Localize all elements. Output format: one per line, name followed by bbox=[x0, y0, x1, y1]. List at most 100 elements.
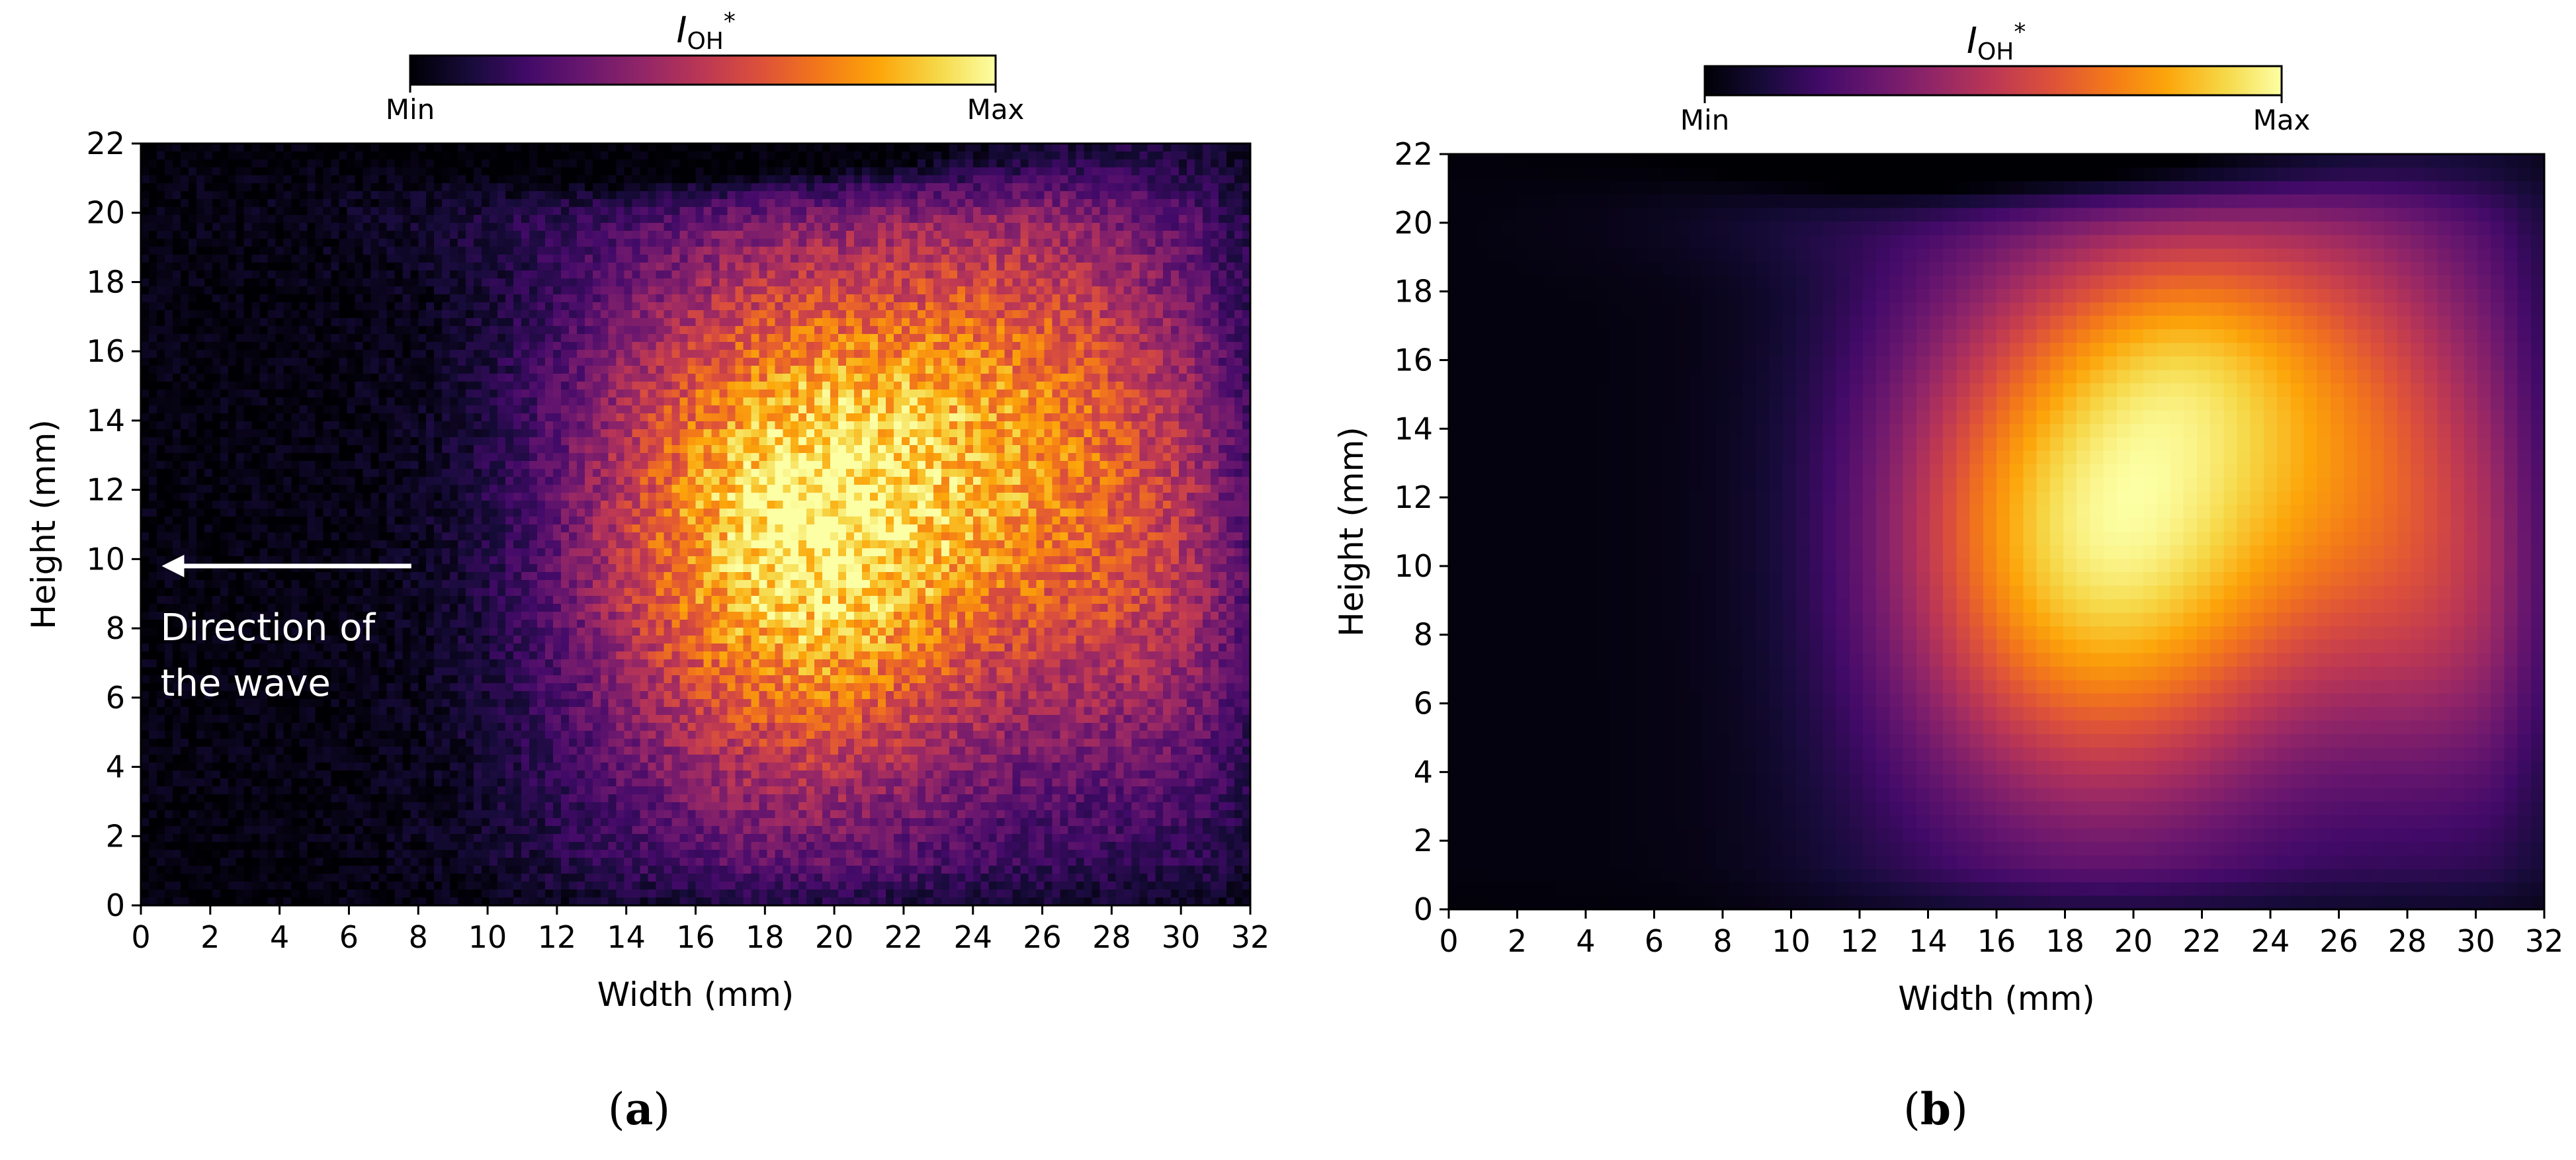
heatmap-cell bbox=[363, 175, 371, 184]
heatmap-cell bbox=[616, 302, 625, 311]
heatmap-cell bbox=[1139, 278, 1148, 287]
heatmap-cell bbox=[243, 421, 253, 430]
heatmap-cell bbox=[243, 342, 253, 351]
heatmap-cell bbox=[394, 413, 403, 422]
heatmap-cell bbox=[949, 413, 958, 422]
heatmap-cell bbox=[251, 310, 261, 319]
heatmap-cell bbox=[901, 286, 910, 295]
heatmap-cell bbox=[679, 151, 689, 160]
heatmap-cell bbox=[299, 231, 308, 239]
heatmap-cell bbox=[1203, 151, 1211, 160]
heatmap-cell bbox=[521, 366, 530, 374]
heatmap-cell bbox=[1219, 294, 1227, 303]
heatmap-cell bbox=[830, 421, 839, 430]
heatmap-cell bbox=[703, 231, 712, 239]
heatmap-cell bbox=[1004, 270, 1013, 279]
heatmap-cell bbox=[846, 231, 855, 239]
heatmap-cell bbox=[386, 215, 395, 224]
heatmap-cell bbox=[212, 342, 221, 351]
heatmap-cell bbox=[466, 199, 474, 208]
heatmap-cell bbox=[798, 310, 807, 319]
heatmap-cell bbox=[204, 326, 213, 335]
heatmap-cell bbox=[1092, 175, 1101, 184]
heatmap-cell bbox=[267, 310, 277, 319]
heatmap-cell bbox=[513, 302, 522, 311]
heatmap-cell bbox=[791, 255, 799, 263]
heatmap-cell bbox=[228, 175, 237, 184]
heatmap-cell bbox=[236, 413, 245, 422]
heatmap-cell bbox=[600, 318, 609, 327]
heatmap-cell bbox=[1155, 366, 1164, 374]
heatmap-cell bbox=[434, 405, 443, 414]
heatmap-cell bbox=[806, 159, 815, 168]
heatmap-cell bbox=[1242, 294, 1251, 303]
heatmap-cell bbox=[339, 302, 348, 311]
heatmap-cell bbox=[1203, 302, 1211, 311]
heatmap-cell bbox=[814, 144, 823, 152]
heatmap-cell bbox=[1123, 191, 1132, 200]
heatmap-cell bbox=[1099, 390, 1108, 398]
heatmap-cell bbox=[370, 263, 379, 271]
heatmap-cell bbox=[1092, 207, 1101, 216]
heatmap-cell bbox=[972, 215, 982, 224]
heatmap-cell bbox=[640, 199, 649, 208]
heatmap-cell bbox=[775, 191, 783, 200]
heatmap-cell bbox=[466, 310, 474, 319]
heatmap-cell bbox=[1226, 278, 1235, 287]
heatmap-cell bbox=[901, 231, 910, 239]
heatmap-cell bbox=[933, 175, 942, 184]
heatmap-cell bbox=[1139, 183, 1148, 192]
heatmap-cell bbox=[394, 358, 403, 366]
heatmap-cell bbox=[783, 278, 791, 287]
heatmap-cell bbox=[220, 183, 229, 192]
heatmap-cell bbox=[259, 255, 269, 263]
heatmap-cell bbox=[402, 390, 411, 398]
heatmap-cell bbox=[917, 374, 926, 382]
heatmap-cell bbox=[592, 239, 601, 247]
heatmap-cell bbox=[584, 397, 593, 406]
heatmap-cell bbox=[1147, 326, 1156, 335]
heatmap-cell bbox=[988, 207, 998, 216]
heatmap-cell bbox=[307, 223, 316, 231]
heatmap-cell bbox=[759, 397, 767, 406]
heatmap-cell bbox=[1107, 350, 1116, 358]
heatmap-cell bbox=[394, 191, 403, 200]
heatmap-cell bbox=[1234, 263, 1243, 271]
heatmap-cell bbox=[355, 286, 363, 295]
heatmap-cell bbox=[426, 382, 435, 390]
heatmap-cell bbox=[490, 405, 498, 414]
heatmap-cell bbox=[220, 334, 229, 343]
heatmap-cell bbox=[1179, 215, 1187, 224]
heatmap-cell bbox=[1171, 247, 1180, 255]
heatmap-cell bbox=[220, 167, 229, 176]
heatmap-cell bbox=[695, 397, 705, 406]
heatmap-cell bbox=[394, 294, 403, 303]
heatmap-cell bbox=[1163, 358, 1172, 366]
heatmap-cell bbox=[679, 421, 689, 430]
heatmap-cell bbox=[648, 263, 657, 271]
heatmap-cell bbox=[236, 151, 245, 160]
heatmap-cell bbox=[1219, 175, 1227, 184]
heatmap-cell bbox=[1219, 350, 1227, 358]
heatmap-cell bbox=[624, 390, 633, 398]
heatmap-cell bbox=[1219, 215, 1227, 224]
heatmap-cell bbox=[450, 239, 458, 247]
heatmap-cell bbox=[592, 390, 601, 398]
heatmap-cell bbox=[767, 223, 775, 231]
heatmap-cell bbox=[1211, 199, 1219, 208]
heatmap-cell bbox=[259, 247, 269, 255]
heatmap-cell bbox=[505, 374, 514, 382]
heatmap-cell bbox=[236, 199, 245, 208]
heatmap-cell bbox=[576, 374, 585, 382]
heatmap-cell bbox=[283, 318, 292, 327]
heatmap-cell bbox=[148, 382, 157, 390]
heatmap-cell bbox=[1187, 302, 1195, 311]
heatmap-cell bbox=[743, 207, 751, 216]
heatmap-cell bbox=[347, 151, 356, 160]
heatmap-cell bbox=[370, 255, 379, 263]
heatmap-cell bbox=[347, 223, 356, 231]
heatmap-cell bbox=[1163, 366, 1172, 374]
heatmap-cell bbox=[1107, 263, 1116, 271]
heatmap-cell bbox=[1211, 326, 1219, 335]
heatmap-cell bbox=[1092, 263, 1101, 271]
